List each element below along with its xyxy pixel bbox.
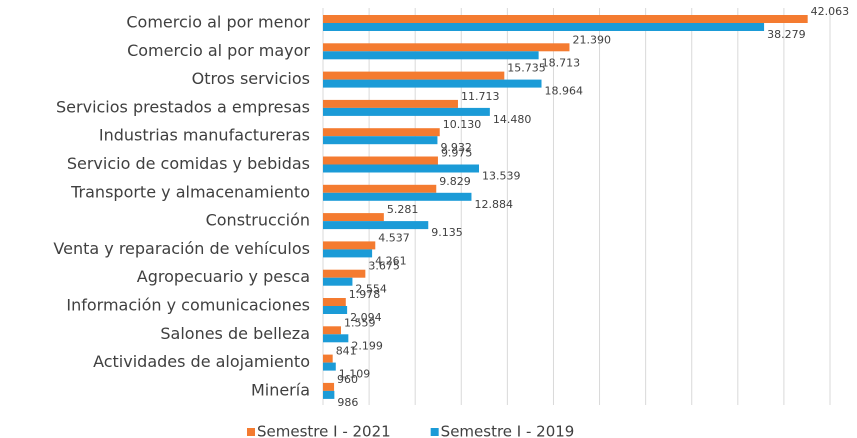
bar [323, 334, 349, 343]
value-label: 1.978 [349, 288, 381, 301]
bar [323, 306, 348, 314]
value-label: 1.559 [344, 316, 376, 329]
category-label: Venta y reparación de vehículos [53, 239, 310, 258]
category-label: Comercio al por menor [126, 13, 310, 32]
bar [323, 99, 458, 108]
value-label: 9.829 [439, 175, 471, 188]
value-label: 960 [337, 373, 358, 386]
category-label: Agropecuario y pesca [137, 267, 310, 286]
bar [323, 128, 440, 137]
value-label: 4.261 [375, 254, 407, 267]
bar [323, 192, 472, 201]
category-label: Comercio al por mayor [127, 41, 310, 60]
bar [323, 298, 346, 306]
value-label: 21.390 [572, 33, 611, 46]
value-label: 18.964 [545, 85, 584, 98]
value-label: 18.713 [542, 56, 581, 69]
bar [323, 249, 373, 258]
value-label: 2.094 [350, 311, 382, 324]
value-label: 841 [336, 345, 357, 358]
category-label: Minería [251, 380, 310, 399]
legend-label: Semestre I - 2021 [257, 423, 391, 438]
value-label: 14.480 [493, 113, 532, 126]
value-label: 38.279 [767, 28, 806, 41]
bar [323, 241, 376, 250]
bar [323, 221, 429, 230]
bar [323, 213, 384, 222]
legend-swatch [430, 428, 439, 436]
bar [323, 43, 570, 52]
bar [323, 15, 808, 23]
bar [323, 51, 539, 60]
category-label: Transporte y almacenamiento [70, 182, 310, 201]
value-label: 9.135 [431, 226, 463, 239]
value-label: 986 [337, 396, 358, 409]
value-label: 5.281 [387, 203, 419, 216]
category-label: Salones de belleza [160, 324, 310, 343]
category-label: Otros servicios [192, 69, 310, 88]
bar [323, 277, 353, 286]
value-label: 11.713 [461, 90, 500, 103]
category-label: Construcción [206, 211, 310, 230]
legend-swatch [247, 428, 255, 436]
value-label: 15.735 [507, 62, 546, 75]
bar [323, 136, 438, 145]
bar [323, 326, 341, 335]
value-label: 2.199 [351, 339, 383, 352]
value-label: 3.675 [368, 260, 400, 273]
bar [323, 164, 480, 173]
value-label: 12.884 [474, 198, 513, 211]
legend-label: Semestre I - 2019 [441, 423, 575, 438]
category-label: Actividades de alojamiento [93, 352, 310, 371]
bar [323, 354, 333, 363]
category-label: Información y comunicaciones [66, 296, 310, 315]
category-label: Servicio de comidas y bebidas [67, 154, 310, 173]
bar [323, 390, 335, 399]
value-label: 4.537 [378, 231, 410, 244]
bar [323, 184, 437, 193]
bar [323, 107, 490, 116]
value-label: 10.130 [443, 118, 482, 131]
bar [323, 79, 542, 88]
value-label: 2.554 [355, 283, 387, 296]
value-label: 9.975 [441, 147, 473, 160]
value-label: 13.539 [482, 170, 521, 183]
bar [323, 23, 765, 31]
category-label: Servicios prestados a empresas [56, 97, 310, 116]
bar [323, 156, 438, 165]
category-label: Industrias manufactureras [99, 126, 310, 145]
value-label: 42.063 [811, 5, 850, 18]
bar [323, 382, 335, 391]
value-label: 9.932 [440, 141, 472, 154]
bar [323, 362, 336, 371]
bar [323, 269, 366, 278]
value-label: 1.109 [339, 368, 371, 381]
bar [323, 71, 505, 80]
